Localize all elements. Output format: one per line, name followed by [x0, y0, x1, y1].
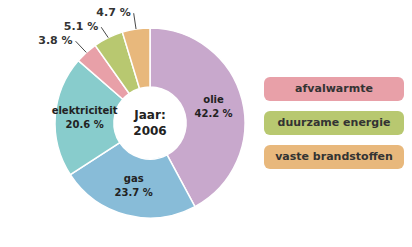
data-label: 4.7 %: [96, 6, 130, 19]
legend-swatch: [264, 145, 404, 169]
slice-name: gas: [124, 173, 144, 184]
center-label: Jaar:: [133, 108, 165, 122]
legend-label: vaste brandstoffen: [275, 150, 393, 163]
slice-name: olie: [203, 94, 224, 105]
data-label: 3.8 %: [38, 34, 72, 47]
data-label: 23.7 %: [115, 187, 153, 198]
leader-line: [76, 41, 87, 52]
data-label: 20.6 %: [66, 119, 104, 130]
labels: olie 42.2 % gas 23.7 % elektriciteit 20.6 % 4.…: [38, 6, 232, 198]
chart: olie 42.2 % gas 23.7 % elektriciteit 20.6 % 4.…: [0, 0, 412, 247]
data-label: 42.2 %: [194, 108, 232, 119]
legend-swatch: [264, 111, 404, 135]
legend-swatch: [264, 77, 404, 101]
data-label: 5.1 %: [64, 20, 98, 33]
center-label: 2006: [133, 124, 166, 138]
legend-label: duurzame energie: [278, 116, 391, 129]
legend: afvalwarmte duurzame energie vaste brandst…: [264, 77, 404, 169]
slice: [122, 28, 150, 88]
chart-container: olie 42.2 % gas 23.7 % elektriciteit 20.6 % 4.…: [0, 0, 412, 247]
leader-line: [134, 13, 136, 29]
slice-name: elektriciteit: [52, 105, 118, 116]
leader-line: [101, 27, 108, 37]
legend-label: afvalwarmte: [295, 82, 373, 95]
slices: [55, 28, 245, 218]
